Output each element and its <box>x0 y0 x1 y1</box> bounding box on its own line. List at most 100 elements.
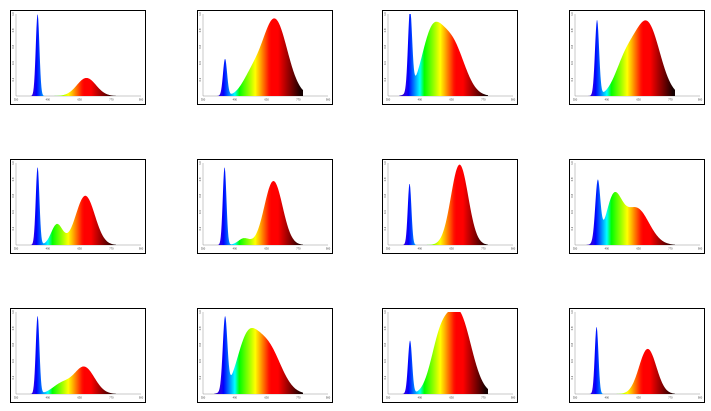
x-tick-label: 350 <box>201 98 206 102</box>
spectrum-chart: 350 490 630 770 900 0.2 0.4 0.6 0.8 1.0 <box>382 308 518 403</box>
spectrum-chart: 350 490 630 770 900 0.2 0.4 0.6 0.8 1.0 <box>569 159 705 254</box>
x-tick-label: 630 <box>636 396 641 400</box>
y-tick-label: 0.4 <box>198 61 202 65</box>
spectrum-area <box>27 316 116 394</box>
x-tick-label: 770 <box>481 98 486 102</box>
spectrum-chart: 350 490 630 770 900 0.2 0.4 0.6 0.8 1.0 <box>382 159 518 254</box>
y-tick-label: 1.0 <box>570 310 574 314</box>
y-tick-label: 0.2 <box>570 226 574 230</box>
spectrum-chart: 350 490 630 770 900 0.2 0.4 0.6 0.8 1.0 <box>10 159 146 254</box>
x-tick-label: 900 <box>326 396 331 400</box>
x-tick-label: 630 <box>449 247 454 251</box>
x-tick-label: 350 <box>14 98 19 102</box>
y-tick-label: 0.8 <box>383 177 387 181</box>
y-tick-label: 0.2 <box>198 77 202 81</box>
spectrum-area <box>214 316 303 394</box>
x-tick-label: 630 <box>636 98 641 102</box>
y-tick-label: 1.0 <box>383 161 387 165</box>
x-tick-label: 900 <box>698 396 703 400</box>
x-tick-label: 350 <box>14 396 19 400</box>
y-tick-label: 0.4 <box>570 359 574 363</box>
y-tick-label: 0.8 <box>570 28 574 32</box>
spectrum-area <box>214 18 303 97</box>
y-tick-label: 0.8 <box>570 177 574 181</box>
y-tick-label: 0.4 <box>198 210 202 214</box>
x-tick-label: 490 <box>233 98 238 102</box>
x-tick-label: 770 <box>109 396 114 400</box>
spectrum-area <box>586 179 675 245</box>
y-tick-label: 0.6 <box>570 193 574 197</box>
x-tick-label: 900 <box>511 247 516 251</box>
spectrum-area <box>399 164 488 245</box>
x-tick-label: 770 <box>109 247 114 251</box>
spectrum-area <box>214 167 303 245</box>
y-tick-label: 0.2 <box>383 226 387 230</box>
spectrum-area <box>586 20 675 96</box>
x-tick-label: 490 <box>46 247 51 251</box>
x-tick-label: 490 <box>418 396 423 400</box>
x-tick-label: 350 <box>14 247 19 251</box>
y-tick-label: 1.0 <box>198 310 202 314</box>
y-tick-label: 0.4 <box>383 359 387 363</box>
y-tick-label: 1.0 <box>383 310 387 314</box>
x-tick-label: 770 <box>481 396 486 400</box>
y-tick-label: 0.4 <box>11 210 15 214</box>
spectrum-chart: 350 490 630 770 900 0.2 0.4 0.6 0.8 1.0 <box>197 10 333 105</box>
spectrum-svg: 350 490 630 770 900 0.2 0.4 0.6 0.8 1.0 <box>382 308 518 403</box>
y-tick-label: 0.4 <box>11 359 15 363</box>
spectrum-chart: 350 490 630 770 900 0.2 0.4 0.6 0.8 1.0 <box>10 10 146 105</box>
x-tick-label: 490 <box>233 396 238 400</box>
x-tick-label: 900 <box>139 98 144 102</box>
x-tick-label: 900 <box>511 396 516 400</box>
x-tick-label: 490 <box>233 247 238 251</box>
x-tick-label: 630 <box>77 247 82 251</box>
spectrum-area <box>399 14 488 96</box>
spectrum-svg: 350 490 630 770 900 0.2 0.4 0.6 0.8 1.0 <box>10 10 146 105</box>
y-tick-label: 0.6 <box>198 193 202 197</box>
y-tick-label: 0.2 <box>383 375 387 379</box>
y-tick-label: 1.0 <box>11 12 15 16</box>
spectrum-area <box>27 14 116 96</box>
y-tick-label: 0.8 <box>383 28 387 32</box>
y-tick-label: 0.4 <box>570 61 574 65</box>
spectrum-chart: 350 490 630 770 900 0.2 0.4 0.6 0.8 1.0 <box>10 308 146 403</box>
x-tick-label: 630 <box>449 396 454 400</box>
spectrum-svg: 350 490 630 770 900 0.2 0.4 0.6 0.8 1.0 <box>569 308 705 403</box>
y-tick-label: 0.6 <box>198 342 202 346</box>
x-tick-label: 900 <box>698 98 703 102</box>
y-tick-label: 0.8 <box>198 177 202 181</box>
y-tick-label: 0.4 <box>383 210 387 214</box>
x-tick-label: 770 <box>668 98 673 102</box>
x-tick-label: 490 <box>418 247 423 251</box>
x-tick-label: 900 <box>139 396 144 400</box>
x-tick-label: 490 <box>605 247 610 251</box>
x-tick-label: 490 <box>605 396 610 400</box>
x-tick-label: 770 <box>296 98 301 102</box>
y-tick-label: 0.6 <box>198 44 202 48</box>
x-tick-label: 490 <box>605 98 610 102</box>
y-tick-label: 0.6 <box>11 342 15 346</box>
y-tick-label: 0.2 <box>570 77 574 81</box>
spectrum-chart: 350 490 630 770 900 0.2 0.4 0.6 0.8 1.0 <box>569 308 705 403</box>
x-tick-label: 770 <box>296 247 301 251</box>
spectrum-chart: 350 490 630 770 900 0.2 0.4 0.6 0.8 1.0 <box>382 10 518 105</box>
x-tick-label: 630 <box>449 98 454 102</box>
spectrum-svg: 350 490 630 770 900 0.2 0.4 0.6 0.8 1.0 <box>569 10 705 105</box>
y-tick-label: 0.8 <box>11 28 15 32</box>
x-tick-label: 350 <box>573 98 578 102</box>
x-tick-label: 900 <box>326 247 331 251</box>
spectrum-chart: 350 490 630 770 900 0.2 0.4 0.6 0.8 1.0 <box>197 159 333 254</box>
spectrum-svg: 350 490 630 770 900 0.2 0.4 0.6 0.8 1.0 <box>197 308 333 403</box>
x-tick-label: 630 <box>264 98 269 102</box>
y-tick-label: 0.2 <box>198 226 202 230</box>
spectrum-area <box>586 327 675 394</box>
spectrum-chart: 350 490 630 770 900 0.2 0.4 0.6 0.8 1.0 <box>569 10 705 105</box>
x-tick-label: 770 <box>668 247 673 251</box>
y-tick-label: 1.0 <box>570 12 574 16</box>
y-tick-label: 0.2 <box>11 226 15 230</box>
x-tick-label: 350 <box>573 396 578 400</box>
y-tick-label: 1.0 <box>198 161 202 165</box>
y-tick-label: 0.6 <box>383 44 387 48</box>
y-tick-label: 0.4 <box>383 61 387 65</box>
